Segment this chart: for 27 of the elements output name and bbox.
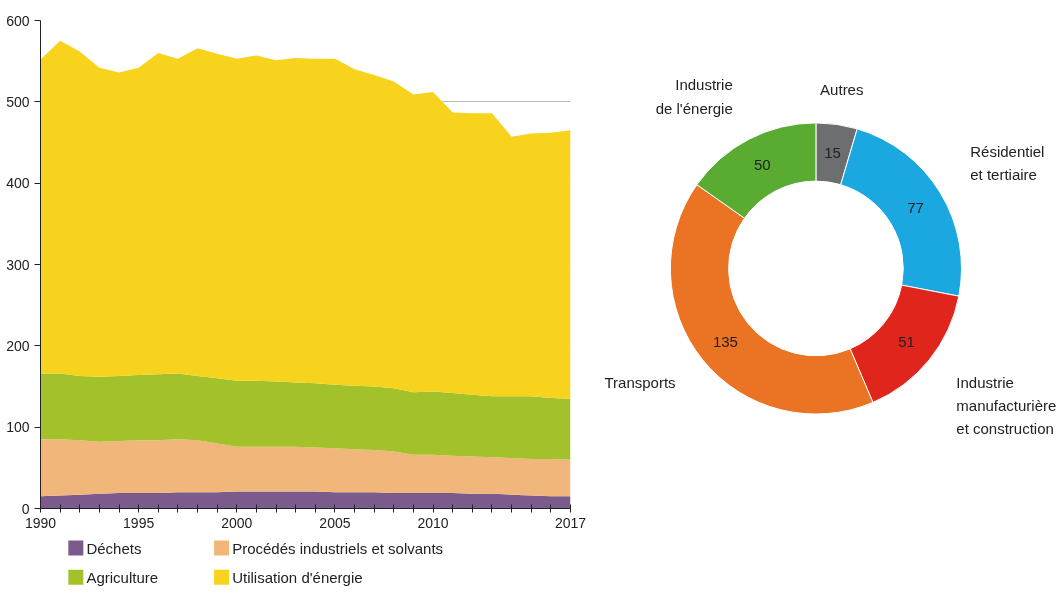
y-tick-label: 100	[6, 419, 30, 436]
data-label: 135	[712, 332, 738, 350]
data-label: 50	[753, 156, 771, 174]
y-tick-label: 400	[6, 175, 30, 192]
x-tick-label: 2000	[221, 514, 253, 531]
x-tick-label: 2010	[417, 514, 449, 531]
slice-label: Transports	[604, 373, 676, 391]
x-tick-label: 2017	[554, 514, 587, 531]
slice-label: Industrie manufacturière et construction	[956, 373, 1057, 438]
y-tick-label: 200	[6, 337, 30, 354]
legend-label: Agriculture	[86, 568, 159, 586]
x-tick-label: 1995	[123, 514, 155, 531]
slice-label: Industrie de l'énergie	[655, 76, 733, 117]
data-label: 51	[898, 332, 915, 350]
legend-label: Procédés industriels et solvants	[232, 539, 444, 557]
x-tick-label: 1990	[24, 514, 57, 531]
y-tick-label: 600	[6, 12, 30, 29]
x-tick-label: 2005	[319, 514, 351, 531]
slice-label: Résidentiel et tertiaire	[970, 142, 1045, 184]
legend-label: Déchets	[86, 539, 142, 557]
data-label: 15	[824, 144, 841, 162]
slice-label: Autres	[820, 81, 864, 99]
y-tick-label: 500	[6, 93, 30, 110]
data-label: 77	[907, 198, 924, 216]
y-tick-label: 300	[6, 256, 30, 273]
y-tick-label: 0	[21, 500, 30, 517]
legend-label: Utilisation d'énergie	[232, 568, 363, 586]
